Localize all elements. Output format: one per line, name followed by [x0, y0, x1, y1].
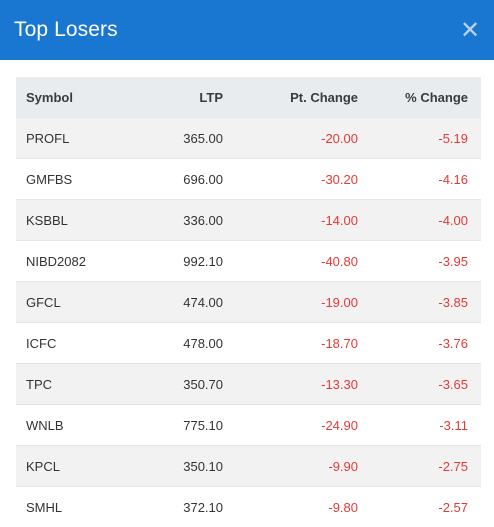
modal-title: Top Losers	[14, 18, 118, 42]
modal-header: Top Losers ✕	[0, 0, 494, 60]
cell-pct-change: -4.00	[359, 200, 481, 241]
cell-pct-change: -3.95	[359, 241, 481, 282]
header-pct-change[interactable]: % Change	[359, 77, 481, 118]
close-icon: ✕	[460, 16, 480, 45]
cell-symbol[interactable]: GMFBS	[16, 159, 122, 200]
cell-pt-change: -9.80	[224, 487, 359, 527]
header-ltp[interactable]: LTP	[122, 77, 224, 118]
table-header-row: Symbol LTP Pt. Change % Change	[16, 77, 481, 118]
cell-pt-change: -19.00	[224, 282, 359, 323]
cell-pct-change: -2.57	[359, 487, 481, 527]
cell-symbol[interactable]: SMHL	[16, 487, 122, 527]
cell-pct-change: -2.75	[359, 446, 481, 487]
cell-ltp: 478.00	[122, 323, 224, 364]
cell-symbol[interactable]: WNLB	[16, 405, 122, 446]
header-symbol[interactable]: Symbol	[16, 77, 122, 118]
cell-ltp: 350.70	[122, 364, 224, 405]
cell-ltp: 775.10	[122, 405, 224, 446]
cell-pt-change: -30.20	[224, 159, 359, 200]
cell-pt-change: -40.80	[224, 241, 359, 282]
cell-pct-change: -3.11	[359, 405, 481, 446]
cell-pt-change: -18.70	[224, 323, 359, 364]
header-pt-change[interactable]: Pt. Change	[224, 77, 359, 118]
cell-pct-change: -3.65	[359, 364, 481, 405]
cell-pt-change: -13.30	[224, 364, 359, 405]
cell-ltp: 696.00	[122, 159, 224, 200]
cell-symbol[interactable]: GFCL	[16, 282, 122, 323]
cell-pct-change: -3.85	[359, 282, 481, 323]
cell-ltp: 372.10	[122, 487, 224, 527]
cell-pct-change: -5.19	[359, 118, 481, 159]
cell-symbol[interactable]: NIBD2082	[16, 241, 122, 282]
cell-ltp: 474.00	[122, 282, 224, 323]
cell-symbol[interactable]: ICFC	[16, 323, 122, 364]
cell-symbol[interactable]: PROFL	[16, 118, 122, 159]
cell-pt-change: -9.90	[224, 446, 359, 487]
cell-ltp: 365.00	[122, 118, 224, 159]
cell-pt-change: -24.90	[224, 405, 359, 446]
cell-pt-change: -14.00	[224, 200, 359, 241]
cell-symbol[interactable]: KPCL	[16, 446, 122, 487]
cell-pt-change: -20.00	[224, 118, 359, 159]
cell-pct-change: -3.76	[359, 323, 481, 364]
close-button[interactable]: ✕	[452, 12, 488, 48]
cell-ltp: 336.00	[122, 200, 224, 241]
cell-ltp: 350.10	[122, 446, 224, 487]
cell-symbol[interactable]: KSBBL	[16, 200, 122, 241]
cell-ltp: 992.10	[122, 241, 224, 282]
cell-pct-change: -4.16	[359, 159, 481, 200]
cell-symbol[interactable]: TPC	[16, 364, 122, 405]
top-losers-modal: Top Losers ✕ Symbol LTP Pt. Change % Cha…	[0, 0, 494, 504]
